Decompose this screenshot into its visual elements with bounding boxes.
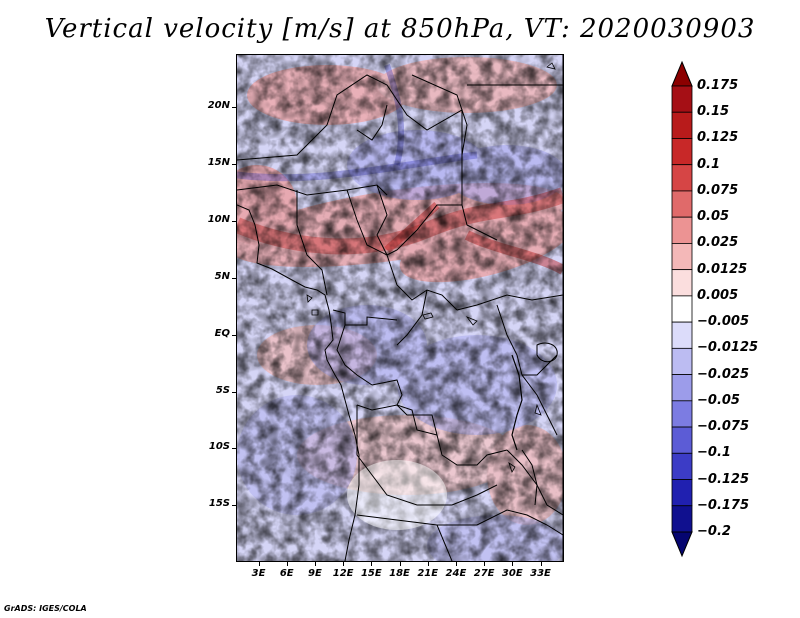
colorbar-segment: [671, 505, 693, 533]
lon-tick-label: 33E: [530, 568, 551, 579]
colorbar-tick-label: 0.005: [697, 287, 739, 303]
colorbar-tick-label: 0.05: [697, 209, 730, 225]
lon-tick-mark: [371, 562, 373, 566]
lat-tick-mark: [232, 107, 236, 109]
colorbar-tick-label: 0.0125: [697, 261, 748, 277]
colorbar-tick-label: 0.175: [697, 78, 739, 93]
colorbar-segment: [671, 321, 693, 349]
lat-tick-label: 5S: [215, 384, 230, 396]
lon-tick-label: 15E: [360, 568, 382, 579]
chart-title: Vertical velocity [m/s] at 850hPa, VT: 2…: [44, 14, 756, 44]
colorbar-segment: [671, 85, 693, 113]
colorbar-tick-label: 0.125: [697, 130, 739, 146]
lon-tick-label: 12E: [332, 568, 354, 579]
colorbar-bottom-arrow: [671, 531, 693, 558]
colorbar-segment: [671, 216, 693, 244]
lon-tick-label: 21E: [417, 568, 439, 579]
lon-tick-label: 24E: [445, 568, 467, 579]
lat-tick-label: 10S: [208, 441, 230, 453]
lon-tick-label: 18E: [389, 568, 410, 579]
lon-tick-mark: [427, 562, 429, 566]
country-borders: [237, 55, 563, 561]
colorbar-tick-label: 0.075: [697, 182, 739, 198]
lat-tick-mark: [232, 391, 236, 393]
lon-tick-label: 3E: [251, 568, 266, 579]
lon-tick-mark: [540, 562, 542, 566]
lon-tick-label: 30E: [501, 568, 523, 579]
lon-tick-label: 6E: [279, 568, 294, 579]
colorbar-segment: [671, 295, 693, 323]
colorbar-segment: [671, 190, 693, 218]
colorbar-segment: [671, 111, 693, 139]
colorbar-segment: [671, 347, 693, 375]
map-plot-area[interactable]: [236, 54, 564, 562]
colorbar-tick-label: −0.1: [697, 445, 731, 461]
lon-tick-mark: [258, 562, 260, 566]
lon-tick-mark: [512, 562, 514, 566]
colorbar-segment: [671, 269, 693, 297]
lon-tick-mark: [399, 562, 401, 566]
colorbar-tick-label: −0.125: [697, 471, 750, 487]
lat-tick-label: 10N: [207, 214, 230, 226]
colorbar-top-arrow: [671, 60, 693, 87]
lon-tick-mark: [286, 562, 288, 566]
colorbar-tick-label: −0.075: [697, 419, 750, 435]
colorbar-tick-label: −0.025: [697, 366, 750, 382]
colorbar-segment: [671, 374, 693, 402]
colorbar-segment: [671, 400, 693, 428]
vertical-velocity-field: [237, 55, 563, 561]
lat-tick-mark: [232, 277, 236, 279]
lon-tick-mark: [343, 562, 345, 566]
lat-tick-label: 5N: [214, 270, 230, 282]
colorbar-segment: [671, 243, 693, 271]
lon-tick-mark: [314, 562, 316, 566]
coastal-details: [306, 62, 556, 473]
colorbar-tick-label: 0.025: [697, 235, 739, 251]
lat-tick-mark: [232, 505, 236, 507]
lon-tick-label: 9E: [308, 568, 322, 579]
lat-tick-label: 20N: [207, 100, 230, 112]
colorbar-tick-label: 0.1: [697, 156, 721, 172]
colorbar-segment: [671, 164, 693, 192]
colorbar-tick-label: −0.0125: [697, 340, 759, 356]
colorbar-tick-label: −0.175: [697, 497, 750, 513]
lat-tick-label: 15N: [207, 157, 230, 169]
colorbar-tick-label: −0.2: [697, 524, 731, 539]
grads-credit: GrADS: IGES/COLA: [4, 604, 87, 613]
lat-tick-mark: [232, 164, 236, 166]
colorbar-tick-label: −0.005: [697, 314, 750, 330]
colorbar-segment: [671, 426, 693, 454]
lat-tick-mark: [232, 221, 236, 223]
lat-tick-label: 15S: [208, 498, 230, 510]
colorbar-segment: [671, 479, 693, 507]
lat-tick-mark: [232, 448, 236, 450]
lon-tick-mark: [484, 562, 486, 566]
lat-tick-label: EQ: [214, 327, 230, 339]
lat-tick-mark: [232, 334, 236, 336]
colorbar-tick-label: 0.15: [697, 104, 730, 120]
colorbar-segment: [671, 138, 693, 166]
lon-tick-mark: [455, 562, 457, 566]
lon-tick-label: 27E: [473, 568, 495, 579]
colorbar-segment: [671, 452, 693, 480]
colorbar-tick-label: −0.05: [697, 392, 740, 408]
